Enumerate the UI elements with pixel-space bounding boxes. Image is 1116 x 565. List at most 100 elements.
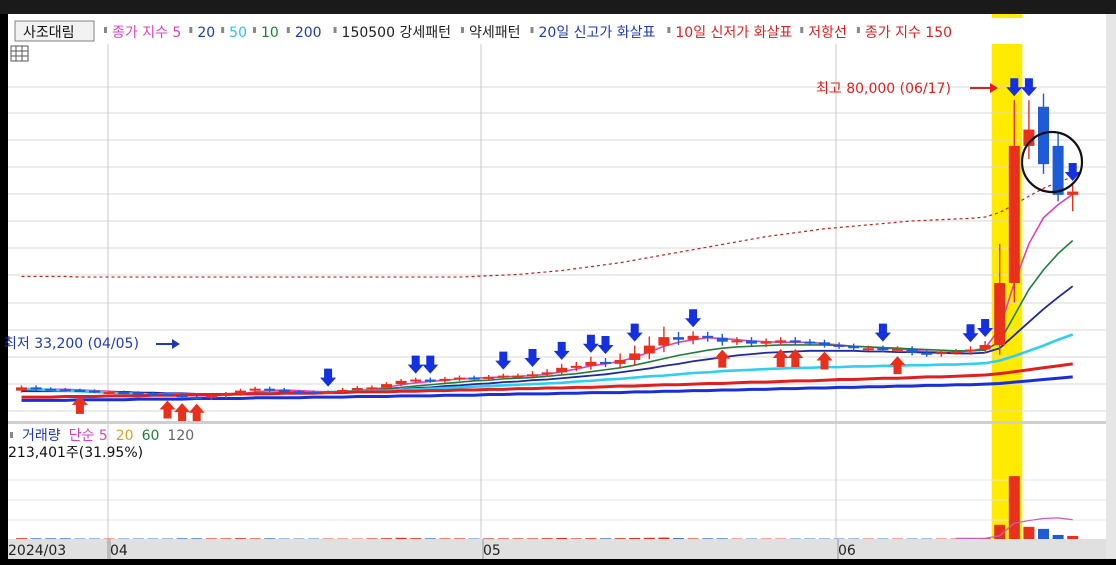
legend-separator-icon xyxy=(800,27,804,33)
table-icon[interactable] xyxy=(10,45,29,62)
candle-body xyxy=(892,348,903,351)
signal-arrows xyxy=(71,78,1081,422)
new-high-arrow-icon xyxy=(422,355,439,374)
volume-bar xyxy=(439,538,451,540)
candle-body xyxy=(74,389,86,392)
x-tick-label: 05 xyxy=(483,543,501,559)
volume-bar xyxy=(59,538,71,540)
legend-top-item: 10일 신저가 화살표 xyxy=(675,25,792,41)
resistance-dashed-line xyxy=(21,176,1073,278)
volume-bar xyxy=(264,538,276,540)
volume-bar xyxy=(643,537,655,539)
candle-body xyxy=(410,379,422,382)
new-high-arrow-icon xyxy=(582,334,599,353)
candle-body xyxy=(570,365,582,368)
volume-bar xyxy=(1023,526,1035,539)
volume-bar xyxy=(235,538,246,540)
volume-bar xyxy=(556,537,568,539)
candle-body xyxy=(103,391,115,394)
x-tick-label: 04 xyxy=(110,543,128,559)
candle-body xyxy=(30,387,42,390)
x-axis-bar xyxy=(8,539,1106,559)
stock-button[interactable] xyxy=(14,20,95,42)
volume-bar xyxy=(600,538,611,540)
candle-body xyxy=(351,388,363,391)
window-bottom-border xyxy=(0,559,1116,565)
candle-body xyxy=(585,361,597,366)
candle-body xyxy=(16,387,27,391)
candle-body xyxy=(614,359,626,364)
volume-bar xyxy=(614,538,626,540)
candle-body xyxy=(775,340,787,343)
legend-separator-icon xyxy=(333,27,337,33)
volume-info: 213,401주(31.95%) xyxy=(8,445,143,461)
candle-body xyxy=(994,282,1006,345)
candle-body xyxy=(921,352,933,355)
legend-separator-icon xyxy=(10,432,13,438)
candle-body xyxy=(877,348,889,351)
candle-body xyxy=(833,344,845,347)
volume-bar xyxy=(249,538,261,540)
ma-red-line xyxy=(21,362,1073,399)
new-high-arrow-icon xyxy=(685,309,702,328)
candle-body xyxy=(1023,129,1035,146)
legend-separator-icon xyxy=(189,27,193,33)
new-high-arrow-icon xyxy=(407,355,424,374)
low-annotation-arrowhead xyxy=(172,339,180,349)
volume-bar xyxy=(570,538,582,540)
new-high-arrow-icon xyxy=(626,323,643,342)
new-low-arrow-icon xyxy=(787,348,804,367)
volume-bar xyxy=(1052,534,1064,539)
new-low-arrow-icon xyxy=(889,356,906,375)
candle-body xyxy=(497,375,509,378)
candle-body xyxy=(760,341,772,344)
legend-separator-icon xyxy=(221,27,225,33)
volume-bar xyxy=(205,538,217,540)
volume-bar xyxy=(45,538,57,540)
candle-body xyxy=(862,348,874,351)
volume-bar xyxy=(366,538,378,540)
candle-body xyxy=(556,367,568,373)
candle-body xyxy=(1038,106,1049,165)
legend-volume-item: 단순 5 xyxy=(69,428,108,444)
legend-volume-item: 거래량 xyxy=(22,428,61,444)
candle-body xyxy=(322,391,334,394)
new-low-arrow-icon xyxy=(714,349,731,368)
volume-bar xyxy=(994,524,1006,539)
candlesticks xyxy=(16,93,1079,400)
volume-bar xyxy=(512,538,524,540)
candle-body xyxy=(366,387,378,390)
legend-volume-item: 20 xyxy=(116,428,134,444)
high-annotation-arrowhead xyxy=(990,83,998,93)
volume-bar xyxy=(716,538,728,540)
candle-body xyxy=(1008,145,1020,283)
legend-top-item: 150500 강세패턴 xyxy=(342,25,451,41)
legend-top-item: 20 xyxy=(197,25,215,41)
candle-body xyxy=(629,353,641,360)
candle-body xyxy=(906,348,918,353)
legend-top-item: 종가 지수 150 xyxy=(865,25,952,41)
new-high-arrow-icon xyxy=(1064,163,1081,182)
candle-body xyxy=(1067,191,1079,195)
candle-body xyxy=(716,337,728,342)
new-high-arrow-icon xyxy=(1020,78,1037,97)
candle-body xyxy=(746,340,757,344)
right-scrollbar[interactable] xyxy=(1106,14,1116,562)
new-high-arrow-icon xyxy=(524,349,541,368)
candle-body xyxy=(658,337,670,346)
legend-separator-icon xyxy=(856,27,860,33)
candle-body xyxy=(965,349,976,352)
new-high-arrow-icon xyxy=(553,341,570,360)
candle-body xyxy=(541,372,553,375)
volume-bar xyxy=(585,538,597,540)
stock-button-label: 사조대림 xyxy=(23,25,75,41)
window-top-strip xyxy=(0,0,1116,14)
volume-bar xyxy=(191,538,203,540)
candle-body xyxy=(702,335,714,338)
candle-body xyxy=(205,395,217,398)
candle-body xyxy=(643,345,655,354)
volume-bar xyxy=(1038,528,1049,539)
focus-circle xyxy=(1020,130,1084,194)
candle-body xyxy=(89,390,100,393)
